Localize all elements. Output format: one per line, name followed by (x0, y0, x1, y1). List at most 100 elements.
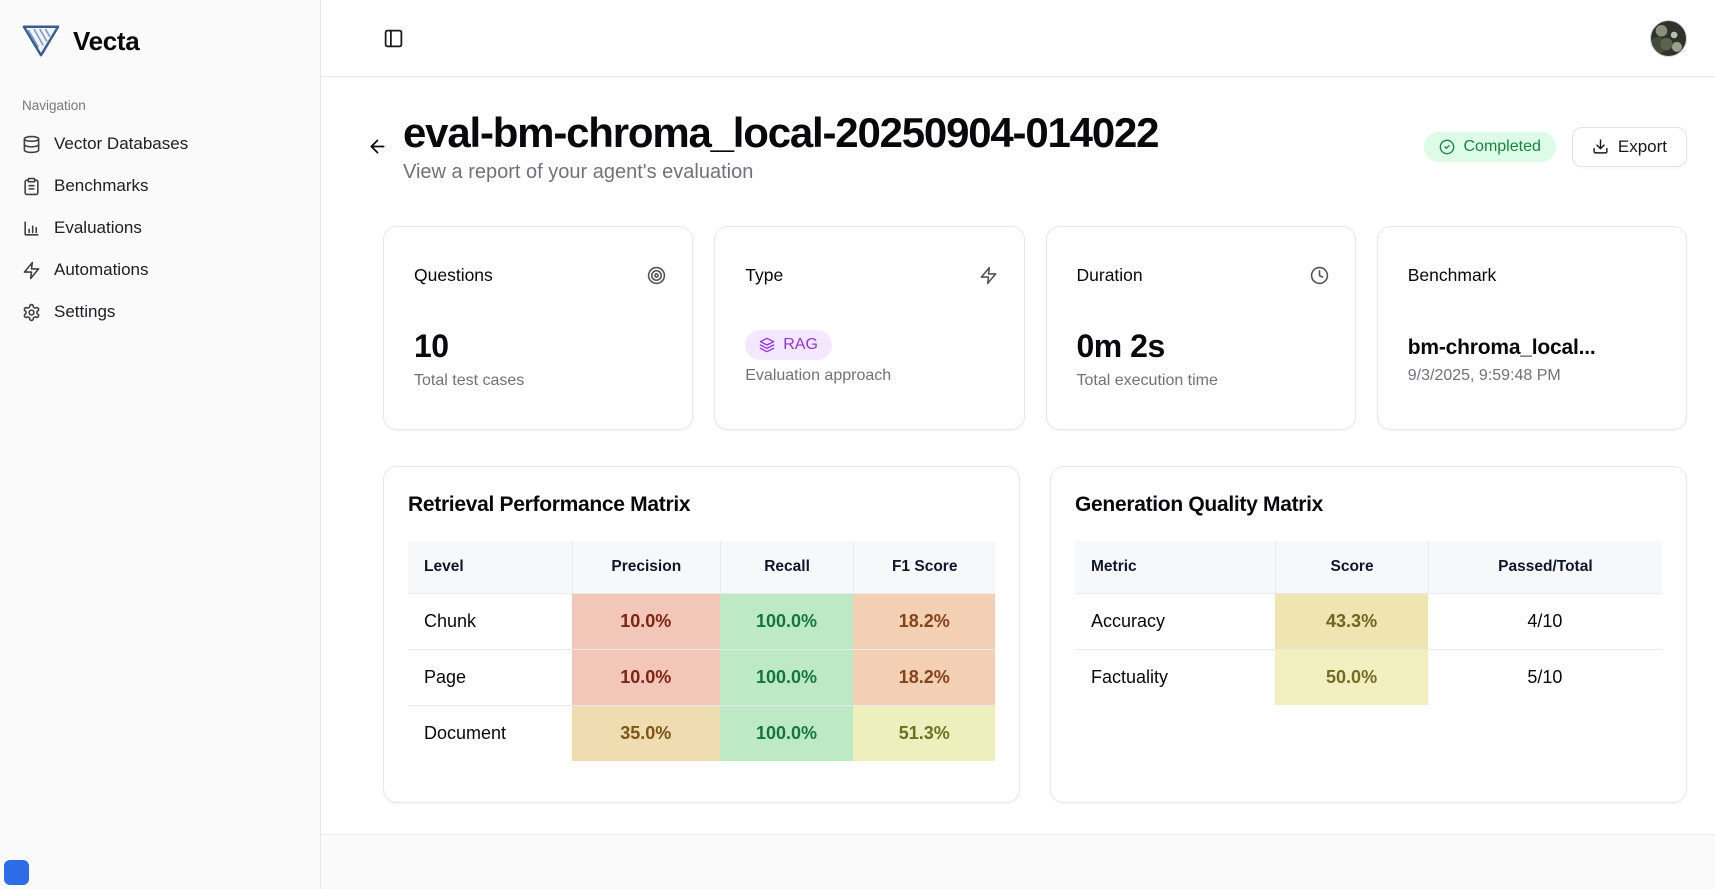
stat-cards: Questions 10 Total test cases Type (383, 226, 1687, 431)
recall-cell: 100.0% (719, 705, 854, 762)
precision-cell: 10.0% (571, 593, 720, 650)
main-surface: eval-bm-chroma_local-20250904-014022 Vie… (321, 0, 1715, 835)
bar-chart-icon (24, 220, 39, 236)
page-subtitle: View a report of your agent's evaluation (403, 161, 754, 184)
table-header-row: Level Precision Recall F1 Score (408, 541, 995, 594)
sidebar-item-settings[interactable]: Settings (0, 291, 320, 333)
rag-badge-label: RAG (783, 336, 818, 354)
column-header: F1 Score (853, 541, 995, 594)
stat-caption: Evaluation approach (745, 367, 892, 385)
score-cell: 43.3% (1275, 593, 1428, 650)
passed-total-cell: 4/10 (1427, 593, 1662, 649)
topbar (321, 0, 1715, 77)
dev-indicator-badge[interactable] (4, 860, 29, 885)
stat-card-type: Type RAG Evaluation approach (714, 226, 1025, 431)
header-actions: Completed Export (1424, 126, 1687, 167)
arrow-left-icon (370, 139, 384, 154)
precision-cell: 10.0% (571, 649, 720, 706)
sidebar: Vecta Navigation Vector Databases Benchm… (0, 0, 321, 889)
export-button[interactable]: Export (1571, 126, 1687, 167)
database-icon (23, 135, 40, 153)
generation-matrix-table: Metric Score Passed/Total Accuracy 43.3%… (1075, 541, 1662, 706)
target-icon (648, 267, 666, 285)
precision-cell: 35.0% (571, 705, 720, 762)
stat-card-benchmark: Benchmark bm-chroma_local... 9/3/2025, 9… (1376, 226, 1687, 431)
table-row: Accuracy 43.3% 4/10 (1075, 593, 1662, 650)
sidebar-item-benchmarks[interactable]: Benchmarks (0, 165, 320, 207)
column-header: Recall (719, 541, 854, 594)
page-title: eval-bm-chroma_local-20250904-014022 (403, 109, 1159, 156)
title-block: eval-bm-chroma_local-20250904-014022 Vie… (403, 109, 1159, 184)
sidebar-item-label: Automations (54, 260, 149, 279)
sidebar-item-vector-databases[interactable]: Vector Databases (0, 123, 320, 165)
sidebar-toggle-button[interactable] (383, 28, 404, 49)
back-button[interactable] (357, 127, 397, 167)
f1-cell: 51.3% (853, 705, 995, 762)
stat-label: Benchmark (1407, 265, 1497, 286)
stat-label: Questions (414, 265, 493, 286)
stat-card-questions: Questions 10 Total test cases (383, 226, 694, 431)
level-cell: Document (408, 705, 572, 761)
level-cell: Page (408, 649, 572, 705)
stat-value: bm-chroma_local... (1407, 336, 1596, 360)
page-content: eval-bm-chroma_local-20250904-014022 Vie… (321, 109, 1715, 804)
retrieval-matrix-title: Retrieval Performance Matrix (408, 493, 691, 517)
zap-icon (980, 267, 996, 285)
page-header: eval-bm-chroma_local-20250904-014022 Vie… (357, 109, 1687, 184)
brand: Vecta (0, 0, 320, 60)
sidebar-item-label: Evaluations (54, 218, 142, 237)
column-header: Score (1275, 541, 1428, 594)
f1-cell: 18.2% (853, 593, 995, 650)
check-circle-icon (1440, 139, 1455, 154)
generation-quality-card: Generation Quality Matrix Metric Score P… (1050, 466, 1687, 804)
panel-left-icon (384, 29, 403, 47)
clipboard-icon (24, 177, 39, 195)
download-icon (1593, 139, 1608, 154)
status-badge-label: Completed (1463, 137, 1541, 155)
sidebar-item-label: Benchmarks (54, 176, 149, 195)
sidebar-item-label: Vector Databases (54, 134, 189, 153)
retrieval-performance-card: Retrieval Performance Matrix Level Preci… (383, 466, 1020, 804)
status-badge: Completed (1424, 131, 1556, 162)
table-row: Document 35.0% 100.0% 51.3% (408, 705, 995, 762)
level-cell: Chunk (408, 593, 572, 649)
stat-caption: Total execution time (1076, 372, 1218, 390)
stat-label: Type (745, 265, 784, 286)
rag-type-badge: RAG (745, 330, 832, 361)
vecta-logo-icon (22, 25, 60, 57)
retrieval-matrix-table: Level Precision Recall F1 Score Chunk 10… (408, 541, 995, 762)
stat-card-duration: Duration 0m 2s Total execution time (1045, 226, 1356, 431)
stat-caption: 9/3/2025, 9:59:48 PM (1407, 367, 1561, 385)
table-row: Factuality 50.0% 5/10 (1075, 649, 1662, 706)
score-cell: 50.0% (1275, 649, 1428, 706)
recall-cell: 100.0% (719, 649, 854, 706)
column-header: Level (408, 541, 572, 594)
nav-section-label: Navigation (22, 98, 86, 113)
brand-name: Vecta (73, 25, 140, 56)
sidebar-item-evaluations[interactable]: Evaluations (0, 207, 320, 249)
matrix-tables: Retrieval Performance Matrix Level Preci… (383, 466, 1687, 804)
export-button-label: Export (1617, 136, 1667, 156)
table-row: Chunk 10.0% 100.0% 18.2% (408, 593, 995, 650)
clock-icon (1310, 267, 1328, 285)
layers-icon (759, 337, 775, 353)
gear-icon (23, 303, 40, 321)
avatar[interactable] (1650, 19, 1687, 57)
table-header-row: Metric Score Passed/Total (1075, 541, 1662, 594)
sidebar-nav: Vector Databases Benchmarks Evaluations … (0, 123, 320, 333)
metric-cell: Factuality (1075, 649, 1276, 705)
sidebar-item-label: Settings (54, 302, 116, 321)
zap-icon (23, 261, 40, 279)
passed-total-cell: 5/10 (1427, 649, 1662, 705)
sidebar-item-automations[interactable]: Automations (0, 249, 320, 291)
stat-caption: Total test cases (414, 372, 525, 390)
stat-value: 10 (414, 328, 449, 365)
column-header: Precision (571, 541, 720, 594)
main-area: eval-bm-chroma_local-20250904-014022 Vie… (321, 0, 1715, 889)
stat-value: 0m 2s (1076, 328, 1166, 365)
f1-cell: 18.2% (853, 649, 995, 706)
recall-cell: 100.0% (719, 593, 854, 650)
metric-cell: Accuracy (1075, 593, 1276, 649)
table-row: Page 10.0% 100.0% 18.2% (408, 649, 995, 706)
